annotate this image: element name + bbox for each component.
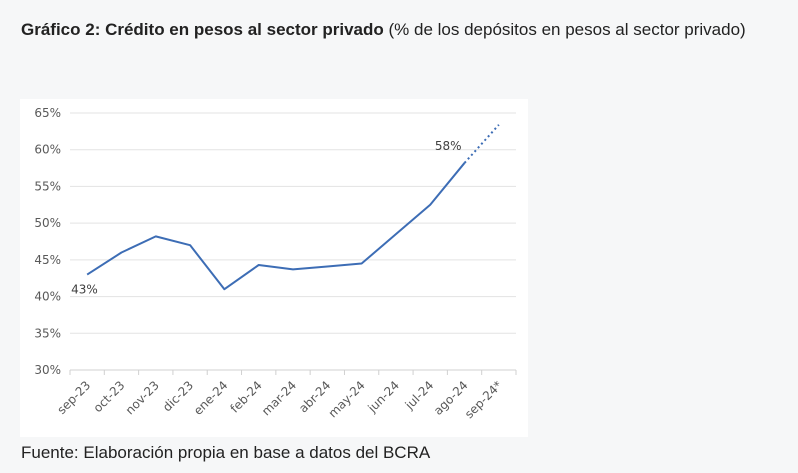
y-tick-label: 40% [34,290,61,304]
y-tick-label: 30% [34,363,61,377]
x-tick-label: sep-23 [54,378,93,417]
y-tick-label: 35% [34,326,61,340]
data-label: 43% [71,283,98,297]
x-tick-label: nov-23 [123,378,162,417]
x-tick-label: ene-24 [191,378,231,418]
x-tick-label: oct-23 [91,378,128,415]
x-tick-label: jun-24 [364,378,402,416]
y-tick-label: 45% [34,253,61,267]
y-tick-label: 50% [34,216,61,230]
chart-title-bold: Gráfico 2: Crédito en pesos al sector pr… [21,20,384,39]
data-label: 58% [435,139,462,153]
x-tick-label: mar-24 [259,378,299,418]
y-tick-label: 65% [34,106,61,120]
series-line-1 [463,124,500,164]
x-tick-label: may-24 [326,378,368,420]
y-tick-label: 55% [34,179,61,193]
y-tick-label: 60% [34,143,61,157]
chart-title: Gráfico 2: Crédito en pesos al sector pr… [21,14,781,46]
line-chart: 30% 35% 40% 45% 50% 55% 60% 65% sep-23oct-23nov-… [34,106,517,421]
x-tick-label: sep-24* [462,378,505,421]
series-line-0 [86,162,466,291]
chart-container: 30% 35% 40% 45% 50% 55% 60% 65% sep-23 oct-23 nov-… [20,99,528,437]
source-note: Fuente: Elaboración propia en base a dat… [21,443,431,462]
chart-title-rest: (% de los depósitos en pesos al sector p… [383,20,746,39]
